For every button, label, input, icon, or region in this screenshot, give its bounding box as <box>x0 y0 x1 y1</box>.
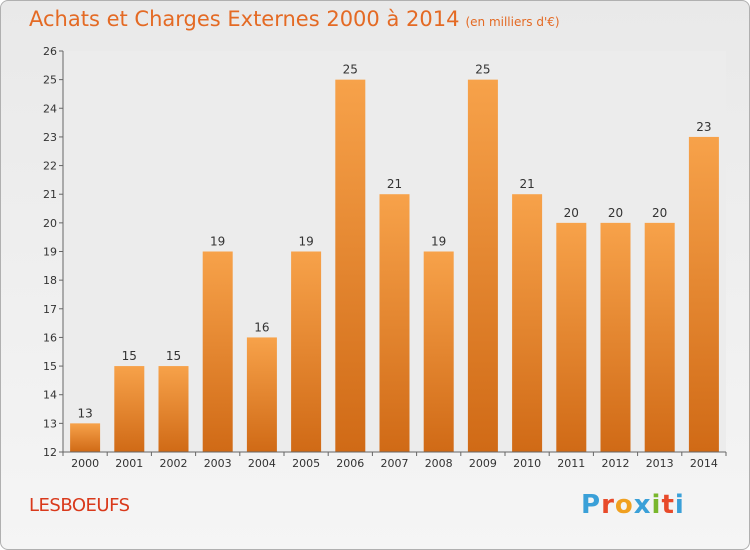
x-tick-label: 2012 <box>602 457 630 470</box>
x-tick-label: 2003 <box>204 457 232 470</box>
y-tick-label: 14 <box>43 389 57 402</box>
bar-2008 <box>423 251 454 452</box>
y-tick-label: 18 <box>43 274 57 287</box>
bar-2012 <box>600 222 631 452</box>
x-tick-label: 2008 <box>425 457 453 470</box>
x-tick-label: 2002 <box>160 457 188 470</box>
x-tick-label: 2005 <box>292 457 320 470</box>
bar-2007 <box>379 194 410 452</box>
x-tick-label: 2000 <box>71 457 99 470</box>
bar-2003 <box>202 251 233 452</box>
bar-value-label: 21 <box>519 177 534 191</box>
y-tick-label: 22 <box>43 160 57 173</box>
logo-letter: t <box>661 490 675 520</box>
bar-2011 <box>556 222 587 452</box>
bar-2002 <box>158 366 189 452</box>
x-tick-label: 2009 <box>469 457 497 470</box>
chart-subtitle: (en milliers d'€) <box>465 15 560 29</box>
bar-value-label: 21 <box>387 177 402 191</box>
bar-value-label: 15 <box>166 349 181 363</box>
y-tick-label: 26 <box>43 45 57 58</box>
y-tick-label: 23 <box>43 131 57 144</box>
logo-letter: r <box>601 490 615 520</box>
x-tick-label: 2011 <box>557 457 585 470</box>
bar-value-label: 25 <box>343 63 358 77</box>
town-name: LESBOEUFS <box>29 495 130 516</box>
bar-2001 <box>114 366 145 452</box>
bar-value-label: 19 <box>210 235 225 249</box>
bar-value-label: 20 <box>564 206 579 220</box>
bar-value-label: 15 <box>122 349 137 363</box>
y-tick-label: 20 <box>43 217 57 230</box>
logo-letter: o <box>614 490 634 520</box>
x-tick-label: 2013 <box>646 457 674 470</box>
bar-value-label: 19 <box>431 235 446 249</box>
proxiti-logo: Proxiti <box>581 490 685 520</box>
bar-value-label: 13 <box>77 406 92 420</box>
y-tick-label: 13 <box>43 417 57 430</box>
bar-value-label: 19 <box>298 235 313 249</box>
y-tick-label: 25 <box>43 74 57 87</box>
bar-value-label: 23 <box>696 120 711 134</box>
y-tick-label: 16 <box>43 331 57 344</box>
x-tick-label: 2001 <box>115 457 143 470</box>
logo-letter: i <box>651 490 662 520</box>
bar-2013 <box>644 222 675 452</box>
x-tick-label: 2007 <box>381 457 409 470</box>
logo-letter: i <box>674 490 685 520</box>
bar-value-label: 20 <box>652 206 667 220</box>
logo-letter: x <box>633 490 652 520</box>
y-tick-label: 12 <box>43 446 57 459</box>
x-tick-label: 2010 <box>513 457 541 470</box>
logo-letter: P <box>581 490 602 520</box>
bar-2000 <box>70 423 101 452</box>
y-tick-label: 19 <box>43 246 57 259</box>
bar-value-label: 16 <box>254 320 269 334</box>
bar-2014 <box>688 136 719 452</box>
bar-2009 <box>467 79 498 453</box>
y-tick-label: 17 <box>43 303 57 316</box>
y-tick-label: 15 <box>43 360 57 373</box>
x-tick-label: 2014 <box>690 457 718 470</box>
bar-2005 <box>291 251 322 452</box>
bar-value-label: 25 <box>475 63 490 77</box>
x-tick-label: 2006 <box>336 457 364 470</box>
bar-2010 <box>512 194 543 452</box>
chart-title: Achats et Charges Externes 2000 à 2014 (e… <box>29 7 560 31</box>
bar-2004 <box>246 337 277 452</box>
y-tick-label: 21 <box>43 188 57 201</box>
x-tick-label: 2004 <box>248 457 276 470</box>
y-tick-label: 24 <box>43 102 57 115</box>
title-text: Achats et Charges Externes 2000 à 2014 <box>29 7 460 31</box>
bar-value-label: 20 <box>608 206 623 220</box>
bar-2006 <box>335 79 366 453</box>
